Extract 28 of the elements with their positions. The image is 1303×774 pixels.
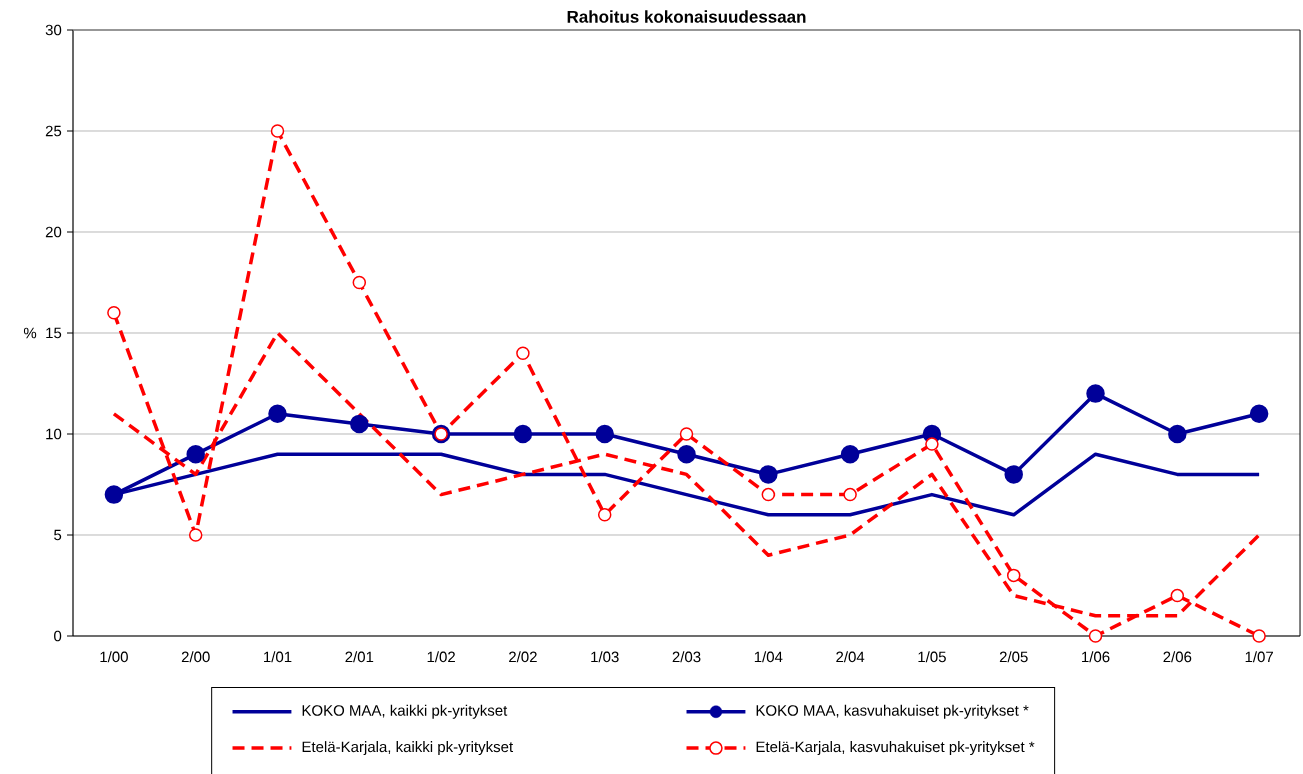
x-tick-label: 1/07	[1245, 651, 1273, 663]
x-tick-label: 2/00	[181, 651, 210, 663]
x-tick-label: 1/03	[591, 651, 619, 663]
legend-label: KOKO MAA, kasvuhakuiset pk-yritykset *	[756, 704, 1029, 719]
x-tick-label: 2/06	[1163, 651, 1192, 663]
x-tick-label: 1/01	[264, 651, 292, 663]
x-tick-label: 2/02	[509, 651, 537, 663]
y-tick-label: 20	[45, 226, 62, 238]
legend-label: Etelä-Karjala, kaikki pk-yritykset	[302, 741, 514, 756]
y-tick-label: 15	[46, 327, 62, 339]
x-tick-label: 1/04	[754, 651, 783, 663]
legend-label: Etelä-Karjala, kasvuhakuiset pk-yritykset *	[756, 741, 1035, 756]
x-tick-label: 2/03	[672, 651, 701, 663]
x-tick-label: 1/06	[1082, 651, 1110, 663]
legend-label: KOKO MAA, kaikki pk-yritykset	[302, 704, 508, 719]
x-tick-label: 2/05	[999, 651, 1028, 663]
y-tick-label: 5	[54, 529, 62, 541]
y-tick-label: 0	[54, 630, 62, 642]
y-axis-title: %	[23, 327, 37, 339]
x-tick-label: 2/01	[345, 651, 374, 663]
x-tick-label: 1/02	[427, 651, 455, 663]
y-tick-label: 10	[46, 428, 62, 440]
y-tick-label: 30	[45, 24, 62, 36]
chart-title: Rahoitus kokonaisuudessaan	[567, 10, 806, 23]
x-tick-label: 2/04	[836, 651, 865, 663]
x-tick-label: 1/05	[918, 651, 946, 663]
y-tick-label: 25	[45, 125, 62, 137]
x-tick-label: 1/00	[100, 651, 128, 663]
